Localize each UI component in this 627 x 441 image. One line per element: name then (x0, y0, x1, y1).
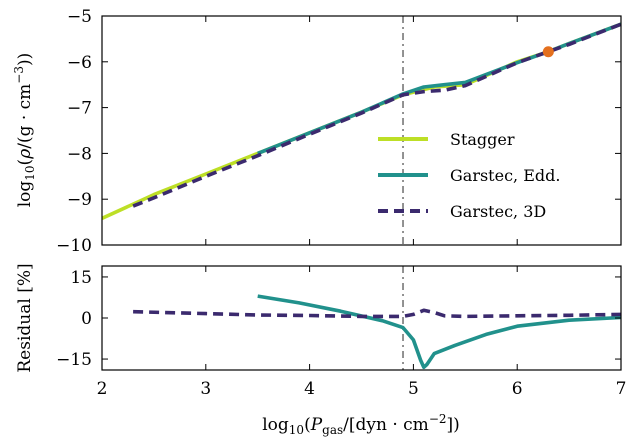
top-ytick-label: −7 (67, 99, 92, 119)
top-series-garstec-3d (132, 22, 621, 208)
top-frame (101, 15, 622, 246)
legend-label-garstec-3d: Garstec, 3D (450, 202, 546, 221)
bottom-ytick-label: 0 (81, 309, 92, 329)
top-plot-area (102, 22, 621, 221)
bottom-ylabel: Residual [%] (15, 263, 35, 372)
bottom-plot-area (133, 294, 621, 370)
top-ytick-label: −5 (67, 7, 92, 27)
top-ytick-label: −6 (67, 53, 92, 73)
bottom-ytick-label: 15 (70, 268, 92, 288)
xtick-label: 6 (512, 379, 523, 399)
xtick-label: 3 (200, 379, 211, 399)
xtick-label: 7 (616, 379, 627, 399)
xtick-label: 2 (97, 379, 108, 399)
legend-label-garstec-edd: Garstec, Edd. (450, 166, 560, 185)
top-ylabel: log10(ρ/(g · cm−3)) (12, 53, 37, 208)
bottom-series-garstec-3d (133, 308, 621, 319)
xlabel: log10(Pgas/[dyn · cm−2]) (262, 412, 460, 437)
legend: Stagger Garstec, Edd. Garstec, 3D (378, 130, 560, 221)
xtick-label: 5 (408, 379, 419, 399)
top-panel: −10 −9 −8 −7 −6 −5 (56, 7, 622, 256)
legend-label-stagger: Stagger (450, 130, 515, 149)
top-ytick-label: −10 (56, 236, 92, 256)
xtick-label: 4 (304, 379, 315, 399)
top-marker-point (542, 46, 554, 58)
bottom-ytick-label: −15 (56, 350, 92, 370)
bottom-panel: 2 3 4 5 6 7 −15 0 15 (56, 265, 627, 399)
bottom-series-garstec-edd (257, 294, 621, 370)
top-ytick-label: −9 (67, 190, 92, 210)
top-ytick-label: −8 (67, 144, 92, 164)
